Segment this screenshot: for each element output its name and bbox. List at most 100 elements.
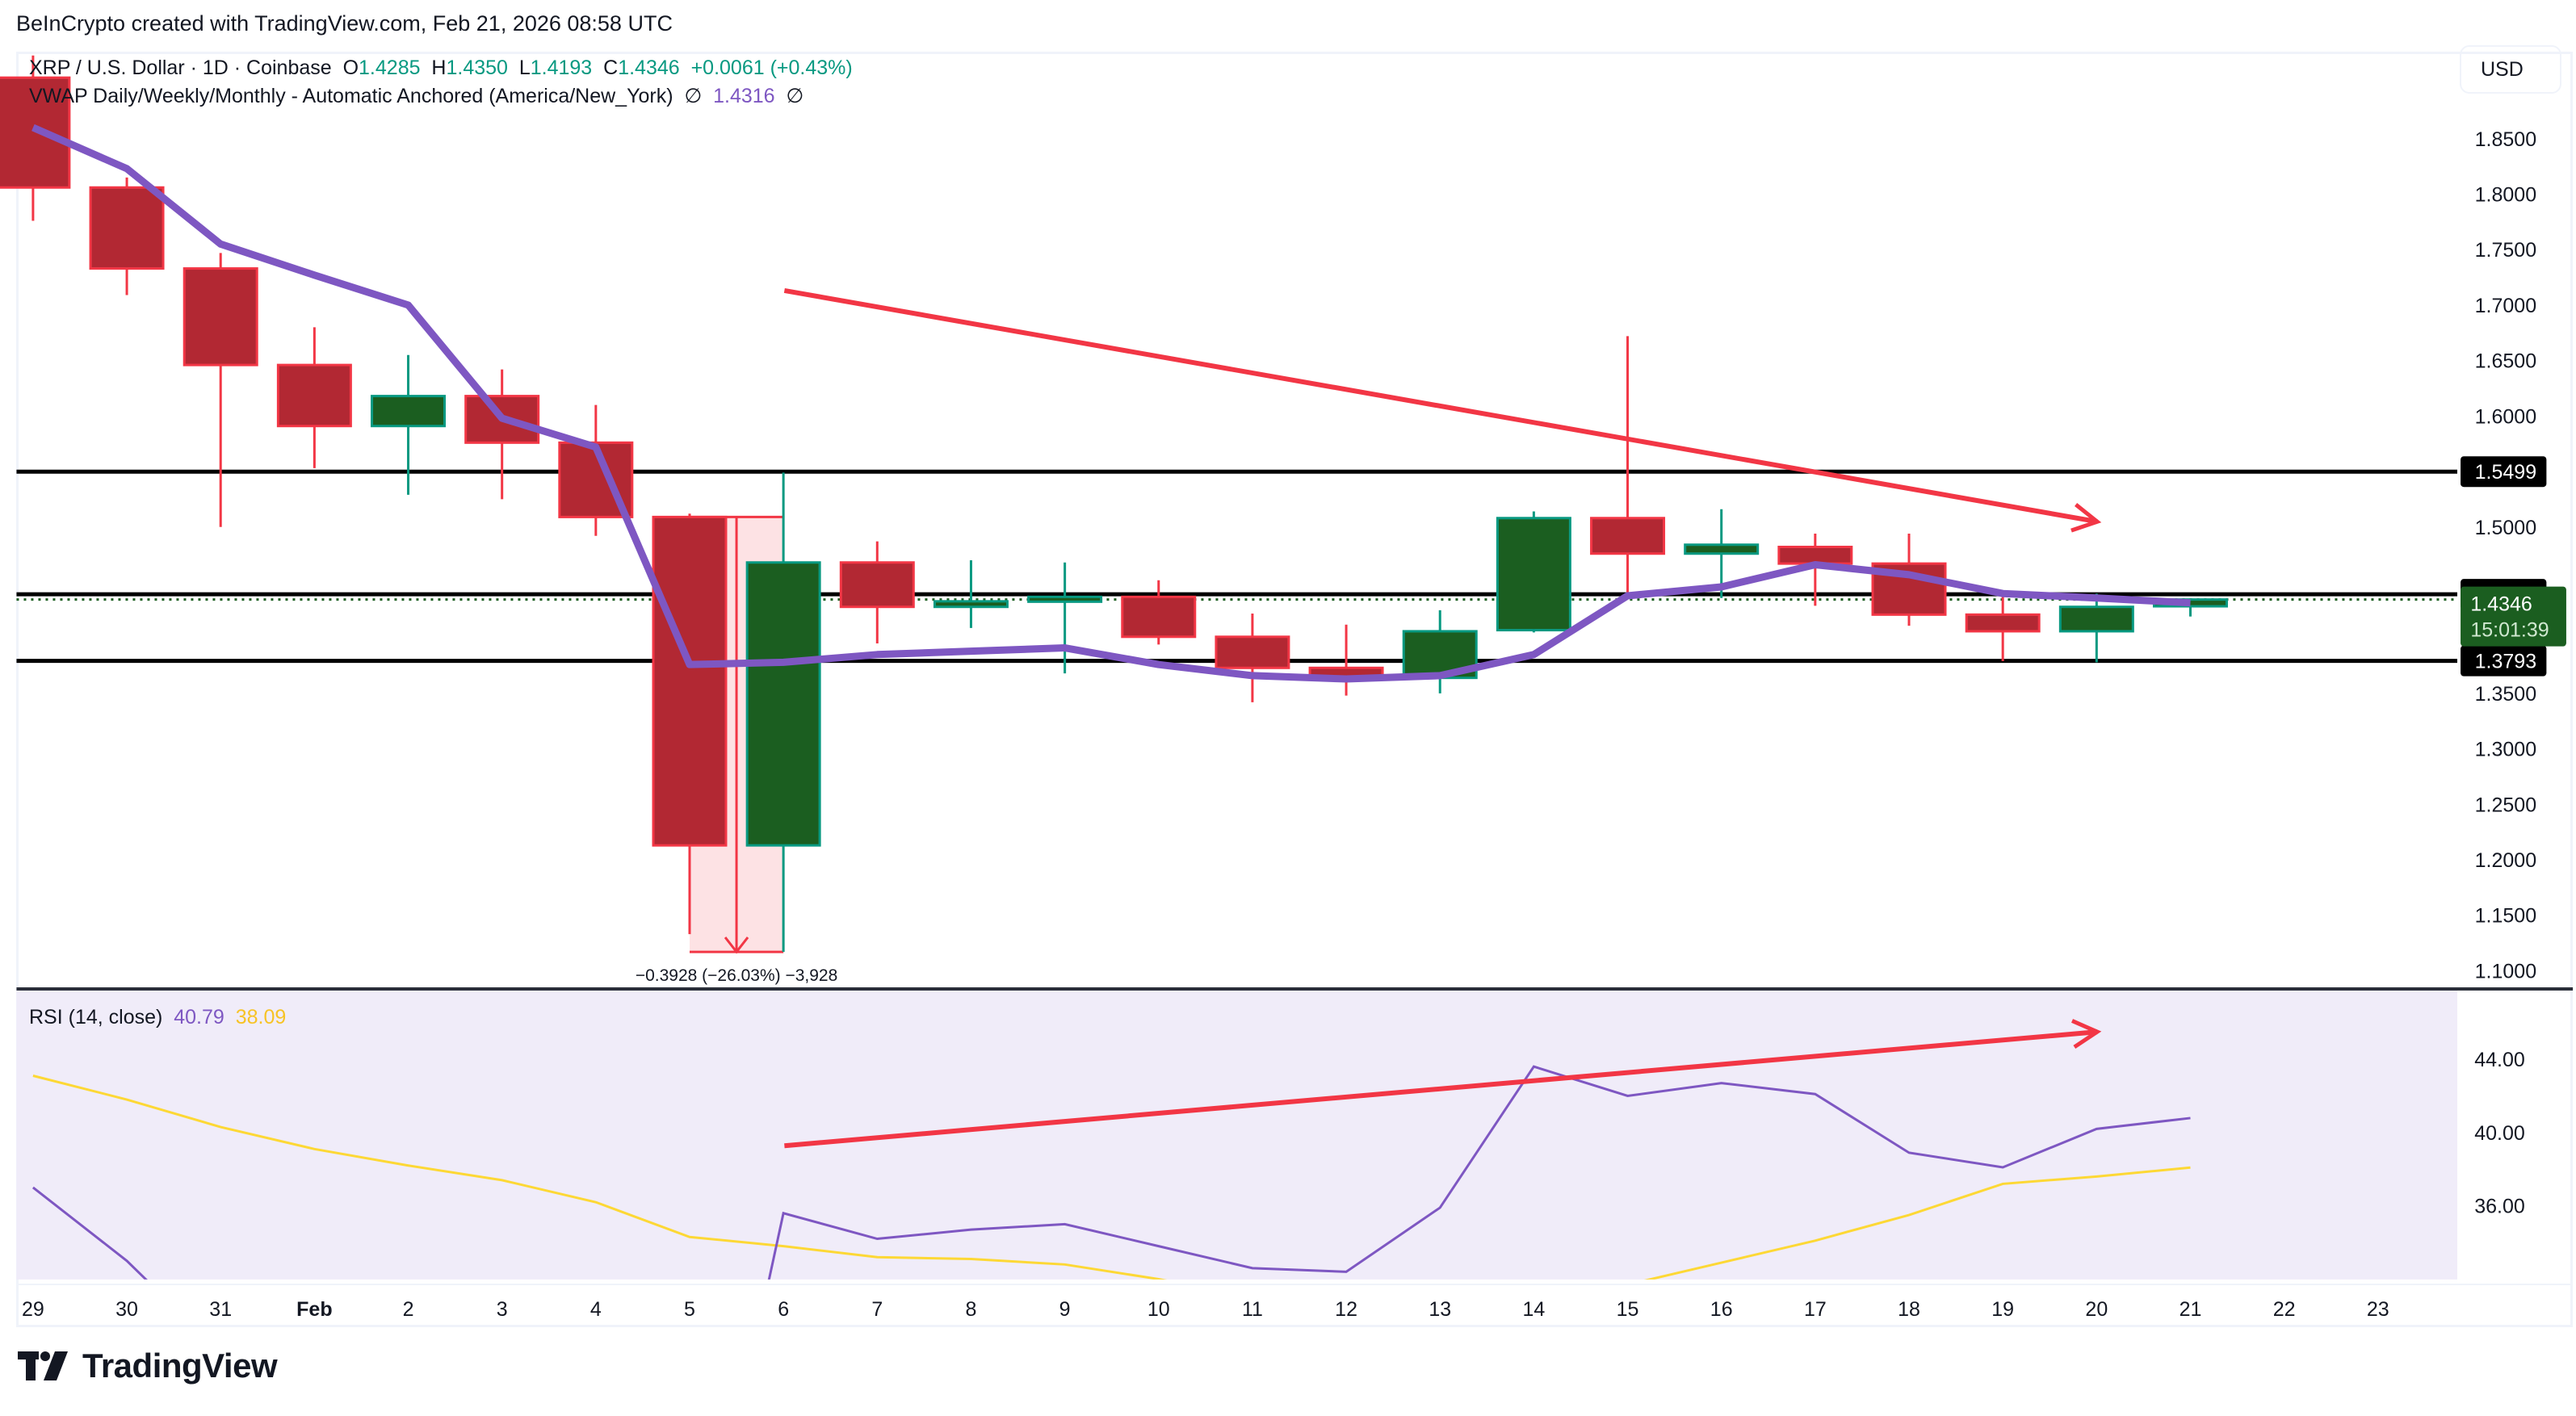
time-axis-tick: 9 bbox=[1059, 1298, 1071, 1321]
candle bbox=[1121, 580, 1197, 645]
price-axis-tick: 1.2500 bbox=[2475, 794, 2536, 816]
close-value: 1.4346 bbox=[618, 57, 680, 79]
rsi-trend-arrow-head-icon bbox=[2071, 1019, 2102, 1049]
time-axis-tick: 18 bbox=[1898, 1298, 1920, 1321]
price-axis-tick: 1.7000 bbox=[2475, 295, 2536, 317]
time-axis-tick: 20 bbox=[2085, 1298, 2108, 1321]
candle bbox=[1965, 597, 2041, 662]
rsi-label: RSI (14, close) bbox=[29, 1006, 163, 1028]
time-axis-tick: 10 bbox=[1147, 1298, 1170, 1321]
candle bbox=[933, 559, 1009, 628]
price-trend-arrow-head-icon bbox=[2070, 503, 2102, 533]
time-axis-tick: 19 bbox=[1991, 1298, 2014, 1321]
bearish-candle-body bbox=[183, 267, 258, 367]
price-trend-arrow bbox=[783, 287, 2098, 525]
vwap-source-icon: ∅ bbox=[684, 85, 703, 107]
price-axis-tick: 1.6000 bbox=[2475, 405, 2536, 428]
rsi-pane-background bbox=[16, 991, 2457, 1280]
bearish-candle-body bbox=[652, 515, 728, 847]
price-axis-tick: 1.6500 bbox=[2475, 350, 2536, 373]
currency-button[interactable]: USD bbox=[2460, 45, 2561, 94]
rsi-value: 40.79 bbox=[174, 1006, 224, 1028]
rsi-trend-arrow bbox=[784, 1029, 2098, 1149]
price-axis-tick: 1.8000 bbox=[2475, 183, 2536, 206]
time-axis-tick: 30 bbox=[115, 1298, 138, 1321]
vwap-legend[interactable]: VWAP Daily/Weekly/Monthly - Automatic An… bbox=[29, 84, 803, 108]
time-axis-tick: 12 bbox=[1335, 1298, 1357, 1321]
bearish-candle-body bbox=[1965, 613, 2041, 633]
time-axis-tick: 7 bbox=[871, 1298, 883, 1321]
time-axis-tick: 13 bbox=[1429, 1298, 1451, 1321]
rsi-ma-line bbox=[32, 1075, 2191, 1280]
time-axis-tick: 8 bbox=[966, 1298, 977, 1321]
vwap-anchor-icon: ∅ bbox=[786, 85, 804, 107]
candle bbox=[371, 354, 447, 495]
candle bbox=[276, 327, 352, 468]
candle bbox=[1496, 511, 1571, 633]
low-label: L bbox=[518, 57, 531, 79]
time-axis-tick: 16 bbox=[1710, 1298, 1733, 1321]
level-price-tag-label: 1.5499 bbox=[2475, 461, 2536, 484]
candle bbox=[558, 404, 634, 536]
price-change: +0.0061 (+0.43%) bbox=[690, 57, 853, 79]
high-label: H bbox=[431, 57, 447, 79]
vwap-value: 1.4316 bbox=[713, 85, 775, 107]
price-axis-tick: 1.1500 bbox=[2475, 905, 2536, 928]
bearish-candle-body bbox=[89, 186, 165, 270]
candle bbox=[1590, 336, 1666, 598]
rsi-legend[interactable]: RSI (14, close) 40.79 38.09 bbox=[29, 1006, 286, 1029]
symbol-legend[interactable]: XRP / U.S. Dollar · 1D · Coinbase O1.428… bbox=[29, 57, 853, 80]
candle bbox=[839, 541, 915, 644]
bearish-candle-body bbox=[1121, 595, 1197, 639]
close-label: C bbox=[603, 57, 619, 79]
candle bbox=[652, 513, 728, 935]
rsi-axis-tick: 36.00 bbox=[2474, 1196, 2525, 1218]
time-axis-tick: 22 bbox=[2273, 1298, 2296, 1321]
current-price-label: 1.4346 bbox=[2470, 593, 2532, 616]
time-axis-tick: 2 bbox=[403, 1298, 414, 1321]
open-label: O bbox=[342, 57, 359, 79]
bearish-candle-body bbox=[839, 561, 915, 609]
candle bbox=[89, 177, 165, 295]
bullish-candle-body bbox=[2058, 605, 2134, 633]
time-axis-tick: 5 bbox=[684, 1298, 695, 1321]
time-axis-tick: 23 bbox=[2367, 1298, 2389, 1321]
current-price-tag bbox=[2461, 586, 2566, 647]
symbol-title: XRP / U.S. Dollar · 1D · Coinbase bbox=[29, 57, 332, 79]
candle bbox=[0, 55, 71, 221]
high-value: 1.4350 bbox=[446, 57, 508, 79]
price-axis-tick: 1.7500 bbox=[2475, 239, 2536, 262]
bullish-candle-body bbox=[933, 600, 1009, 609]
time-axis-tick: 15 bbox=[1617, 1298, 1639, 1321]
price-axis-tick: 1.1000 bbox=[2475, 960, 2536, 982]
rsi-lines bbox=[31, 1065, 2191, 1280]
rsi-ma-value: 38.09 bbox=[235, 1006, 287, 1028]
time-axis-tick: 6 bbox=[778, 1298, 789, 1321]
time-axis-tick: 11 bbox=[1242, 1298, 1263, 1321]
measure-label: −0.3928 (−26.03%) −3,928 bbox=[636, 966, 837, 985]
candle bbox=[183, 253, 258, 527]
time-axis-tick: 21 bbox=[2180, 1298, 2202, 1321]
candle bbox=[2058, 593, 2134, 663]
tradingview-wordmark: TradingView bbox=[82, 1347, 278, 1385]
bearish-candle-body bbox=[0, 76, 71, 189]
price-axis-tick: 1.3000 bbox=[2475, 739, 2536, 761]
time-axis-tick: Feb bbox=[296, 1298, 332, 1321]
candle bbox=[1027, 562, 1103, 674]
vwap-line bbox=[31, 124, 2191, 683]
bullish-candle-body bbox=[371, 395, 447, 428]
bearish-candle-body bbox=[1215, 635, 1290, 669]
candle bbox=[1402, 610, 1478, 693]
bullish-candle-body bbox=[1684, 543, 1760, 555]
level-price-tag bbox=[2461, 645, 2547, 677]
bullish-candle-body bbox=[1027, 595, 1103, 603]
time-axis-tick: 3 bbox=[497, 1298, 508, 1321]
candle bbox=[745, 472, 821, 953]
price-axis-tick: 1.8500 bbox=[2475, 128, 2536, 151]
level-price-tag bbox=[2461, 456, 2547, 488]
tradingview-logo[interactable]: TradingView bbox=[18, 1347, 278, 1385]
price-axis-tick: 1.2000 bbox=[2475, 849, 2536, 872]
bullish-candle-body bbox=[1496, 517, 1571, 632]
candle bbox=[1215, 613, 1290, 702]
